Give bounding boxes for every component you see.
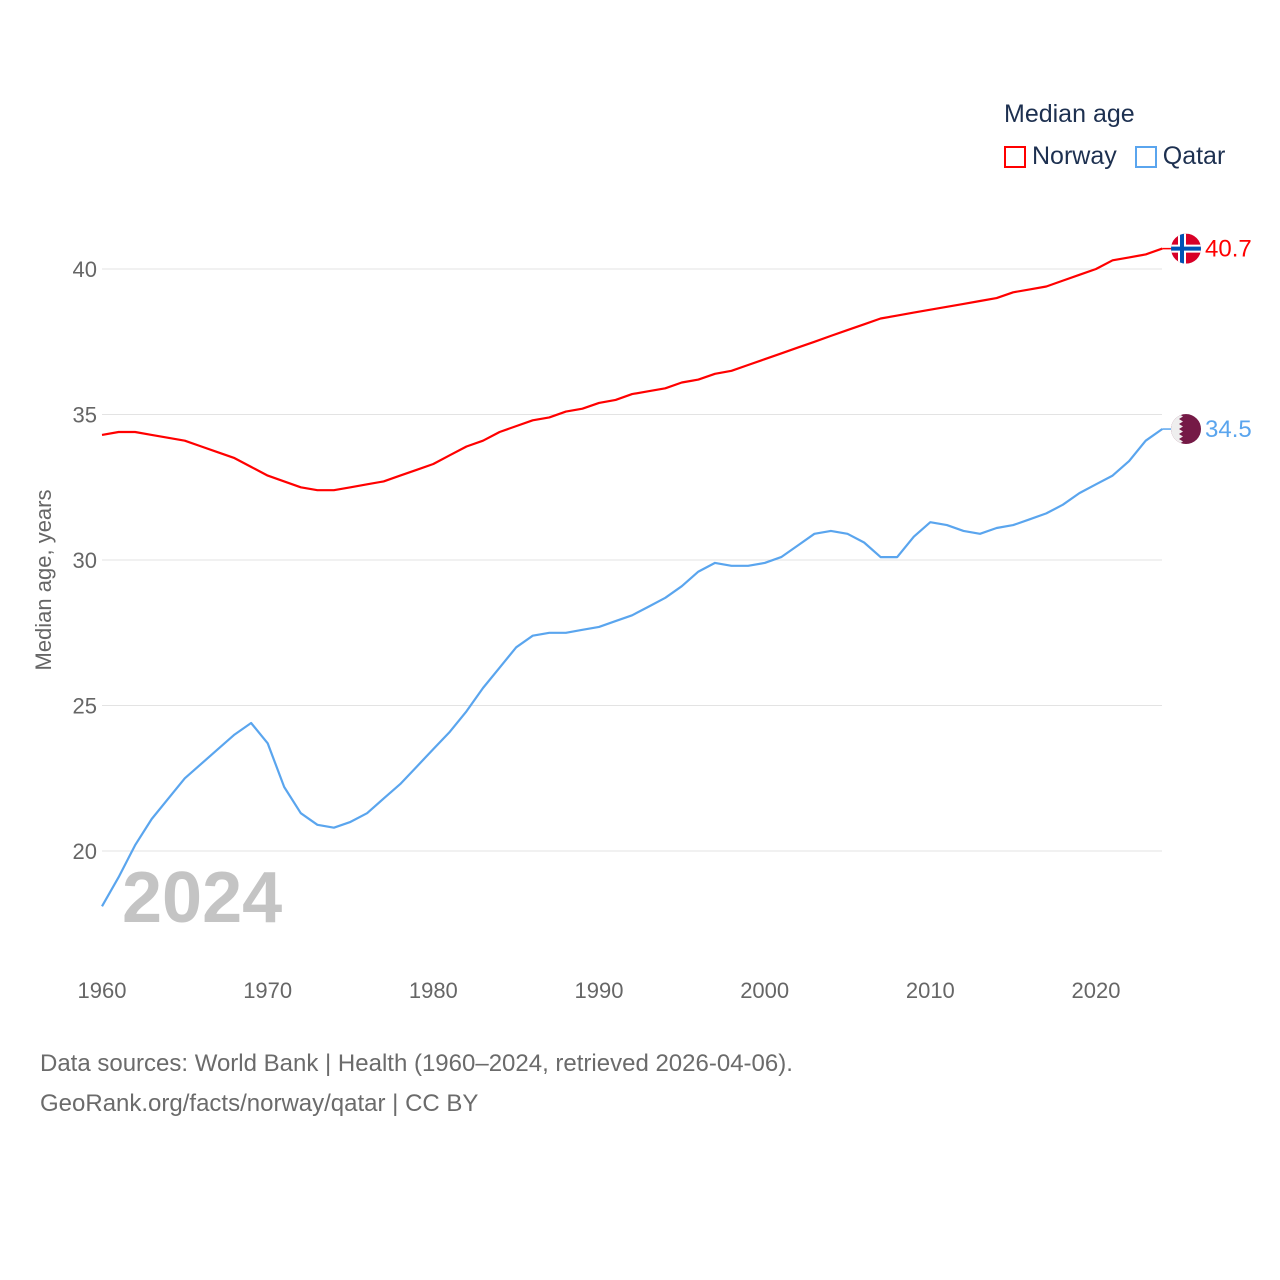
end-value-label-qatar: 34.5: [1205, 416, 1252, 443]
y-tick-label: 30: [73, 548, 97, 573]
x-tick-label: 2020: [1072, 978, 1121, 1003]
x-tick-label: 1970: [243, 978, 292, 1003]
y-axis-label: Median age, years: [31, 490, 56, 671]
norway-flag-icon: [1171, 233, 1201, 264]
legend: Norway Qatar: [1004, 142, 1225, 171]
legend-item-qatar[interactable]: Qatar: [1134, 142, 1226, 171]
legend-label-qatar: Qatar: [1162, 142, 1226, 170]
x-tick-label: 2010: [906, 978, 955, 1003]
y-tick-label: 40: [73, 257, 97, 282]
x-tick-label: 1990: [575, 978, 624, 1003]
year-watermark: 2024: [122, 858, 282, 938]
series-line-qatar: [101, 428, 1163, 907]
legend-swatch-qatar: [1134, 145, 1157, 168]
end-value-label-norway: 40.7: [1205, 236, 1252, 263]
legend-title: Median age: [1004, 100, 1135, 128]
credit-line: GeoRank.org/facts/norway/qatar | CC BY: [40, 1090, 479, 1117]
legend-label-norway: Norway: [1032, 142, 1117, 170]
series-line-norway: [101, 247, 1163, 492]
legend-swatch-norway: [1004, 145, 1026, 168]
qatar-flag-icon: [1171, 414, 1201, 445]
y-tick-label: 35: [73, 403, 97, 428]
x-tick-label: 1960: [78, 978, 127, 1003]
x-tick-label: 2000: [740, 978, 789, 1003]
y-tick-label: 20: [73, 839, 97, 864]
x-tick-label: 1980: [409, 978, 458, 1003]
footer: Data sources: World Bank | Health (1960–…: [40, 1044, 793, 1124]
y-tick-label: 25: [73, 694, 97, 719]
source-line: Data sources: World Bank | Health (1960–…: [40, 1050, 793, 1077]
legend-item-norway[interactable]: Norway: [1004, 142, 1117, 171]
